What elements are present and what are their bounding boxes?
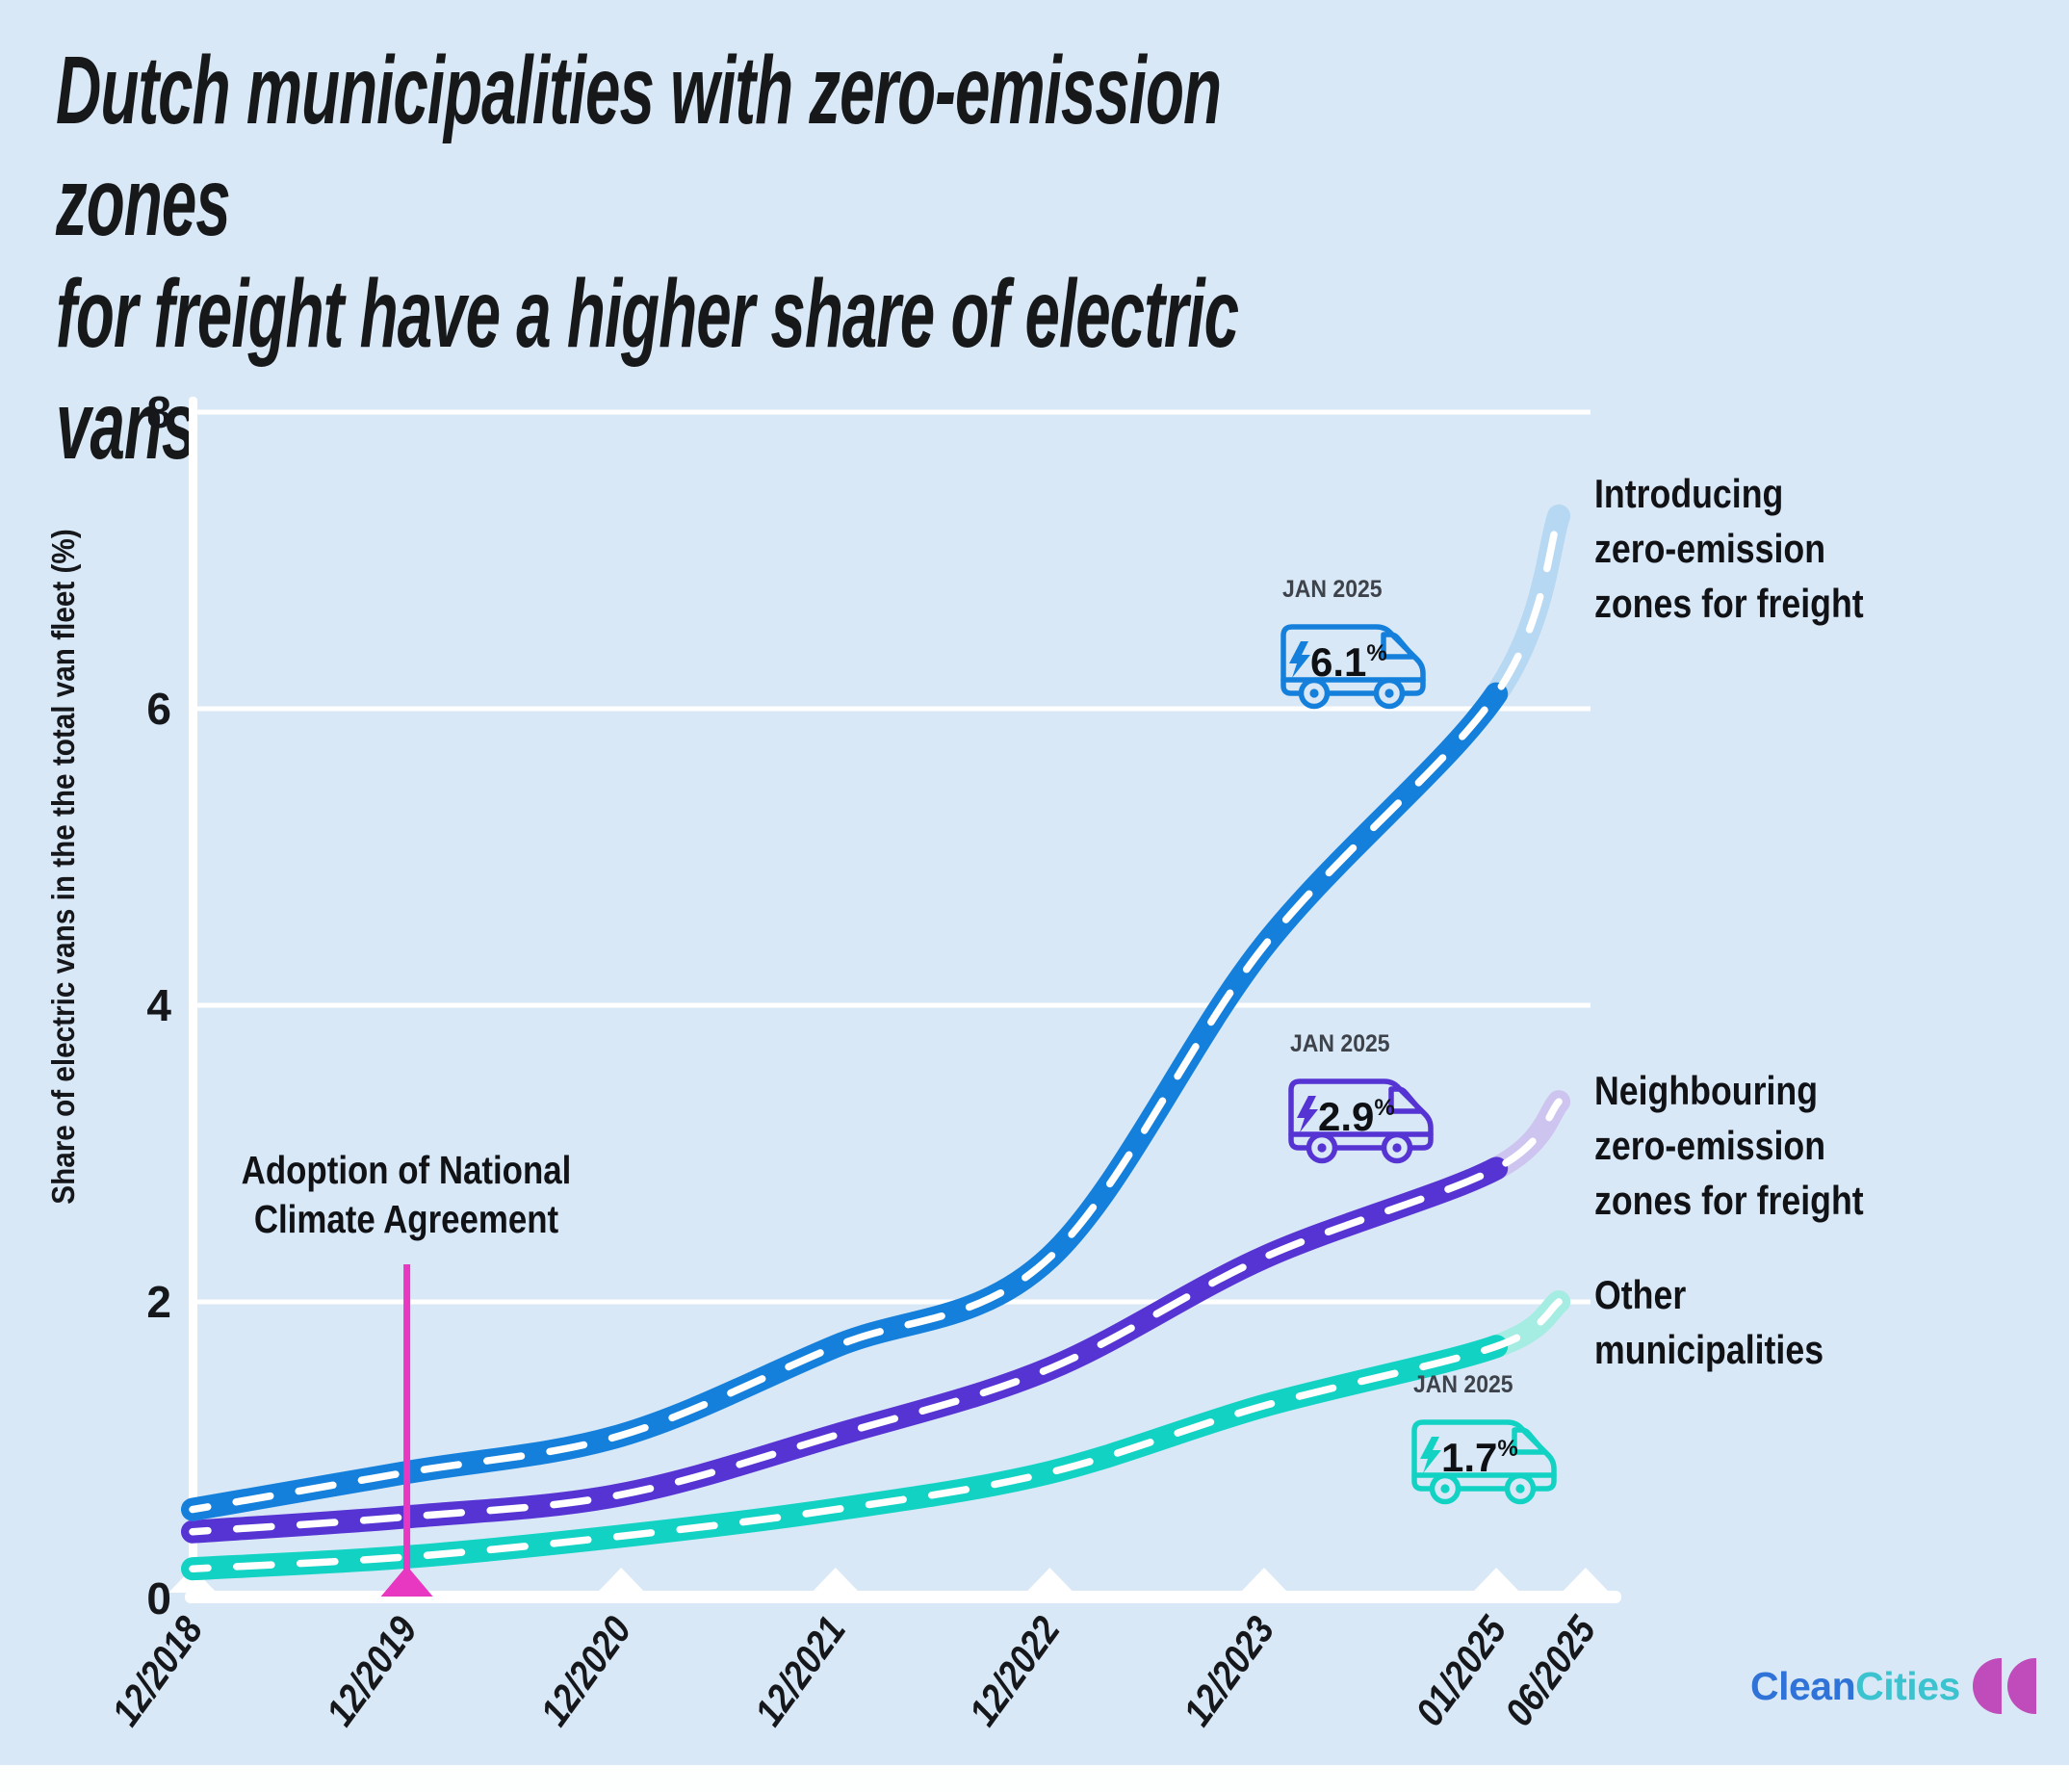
series-introducing-dashes bbox=[189, 512, 1563, 1514]
x-tick-06/2025 bbox=[1561, 1568, 1610, 1593]
van-window bbox=[1512, 1427, 1547, 1455]
callout-introducing: JAN 2025 6.1% bbox=[1275, 576, 1440, 714]
x-tick-01/2025 bbox=[1472, 1568, 1521, 1593]
y-tick-label-4: 4 bbox=[146, 980, 171, 1030]
van-icon: 1.7% bbox=[1411, 1419, 1557, 1505]
clean-cities-logo: CleanCities bbox=[1750, 1658, 2036, 1714]
page-title: Dutch municipalities with zero-emission … bbox=[56, 37, 1239, 480]
x-axis-line bbox=[185, 1591, 1621, 1603]
callout-value-introducing: 6.1% bbox=[1310, 639, 1387, 685]
half-disc-icon bbox=[2006, 1658, 2036, 1714]
event-annotation-label: Adoption of National Climate Agreement bbox=[241, 1148, 572, 1242]
event-triangle-marker bbox=[380, 1566, 433, 1597]
van-front-hub bbox=[1392, 1143, 1402, 1153]
van-front-hub bbox=[1515, 1484, 1525, 1493]
van-body bbox=[1288, 1078, 1434, 1151]
clean-cities-mark-icon bbox=[1972, 1658, 2036, 1714]
x-tick-12/2020 bbox=[597, 1568, 646, 1593]
van-rear-hub bbox=[1440, 1484, 1450, 1493]
half-disc-icon bbox=[1972, 1658, 2002, 1714]
van-icon: 6.1% bbox=[1280, 624, 1426, 710]
x-tick-label-12/2020: 12/2020 bbox=[532, 1609, 640, 1734]
lightning-bolt-icon bbox=[1420, 1437, 1441, 1473]
y-axis-line bbox=[189, 397, 197, 1602]
x-tick-label-06/2025: 06/2025 bbox=[1497, 1608, 1606, 1734]
x-tick-12/2022 bbox=[1025, 1568, 1074, 1593]
clean-cities-wordmark: CleanCities bbox=[1750, 1664, 1960, 1709]
event-line bbox=[403, 1264, 411, 1594]
van-window bbox=[1381, 632, 1416, 660]
callout-date-neighbouring: JAN 2025 bbox=[1290, 1030, 1390, 1057]
wordmark-part-cities: Cities bbox=[1855, 1663, 1960, 1708]
y-tick-label-0: 0 bbox=[146, 1573, 171, 1623]
lightning-bolt-icon bbox=[1289, 641, 1310, 678]
x-tick-12/2023 bbox=[1240, 1568, 1288, 1593]
series-other-dashes bbox=[189, 1298, 1563, 1572]
van-body bbox=[1411, 1419, 1557, 1492]
x-tick-label-12/2021: 12/2021 bbox=[746, 1609, 854, 1734]
callout-value-neighbouring: 2.9% bbox=[1318, 1094, 1395, 1139]
y-tick-label-2: 2 bbox=[146, 1277, 171, 1327]
legend-label-introducing: Introducing zero-emission zones for frei… bbox=[1594, 471, 1864, 627]
bottom-white-strip bbox=[0, 1765, 2069, 1792]
callout-date-other: JAN 2025 bbox=[1413, 1371, 1513, 1398]
x-tick-label-12/2022: 12/2022 bbox=[961, 1609, 1069, 1734]
x-tick-label-01/2025: 01/2025 bbox=[1408, 1608, 1516, 1734]
y-tick-label-8: 8 bbox=[146, 387, 171, 437]
legend-label-neighbouring: Neighbouring zero-emission zones for fre… bbox=[1594, 1068, 1864, 1224]
van-window bbox=[1388, 1086, 1424, 1114]
van-rear-hub bbox=[1317, 1143, 1327, 1153]
series-other-line bbox=[181, 1335, 1509, 1581]
lightning-bolt-icon bbox=[1297, 1096, 1318, 1132]
wordmark-part-clean: Clean bbox=[1750, 1663, 1856, 1708]
callout-date-introducing: JAN 2025 bbox=[1282, 576, 1383, 603]
x-tick-label-12/2018: 12/2018 bbox=[104, 1608, 213, 1734]
x-tick-label-12/2023: 12/2023 bbox=[1176, 1609, 1283, 1734]
van-front-hub bbox=[1384, 688, 1394, 698]
series-neighbouring-dashes bbox=[189, 1098, 1563, 1536]
callout-value-other: 1.7% bbox=[1441, 1435, 1518, 1480]
van-body bbox=[1280, 624, 1426, 696]
callout-neighbouring: JAN 2025 2.9% bbox=[1282, 1030, 1448, 1169]
x-tick-12/2021 bbox=[811, 1568, 860, 1593]
callout-other: JAN 2025 1.7% bbox=[1406, 1371, 1571, 1510]
legend-label-other: Other municipalities bbox=[1594, 1272, 1824, 1373]
x-tick-label-12/2019: 12/2019 bbox=[318, 1608, 427, 1734]
y-tick-label-6: 6 bbox=[146, 684, 171, 734]
van-icon: 2.9% bbox=[1288, 1078, 1434, 1164]
van-rear-hub bbox=[1309, 688, 1319, 698]
